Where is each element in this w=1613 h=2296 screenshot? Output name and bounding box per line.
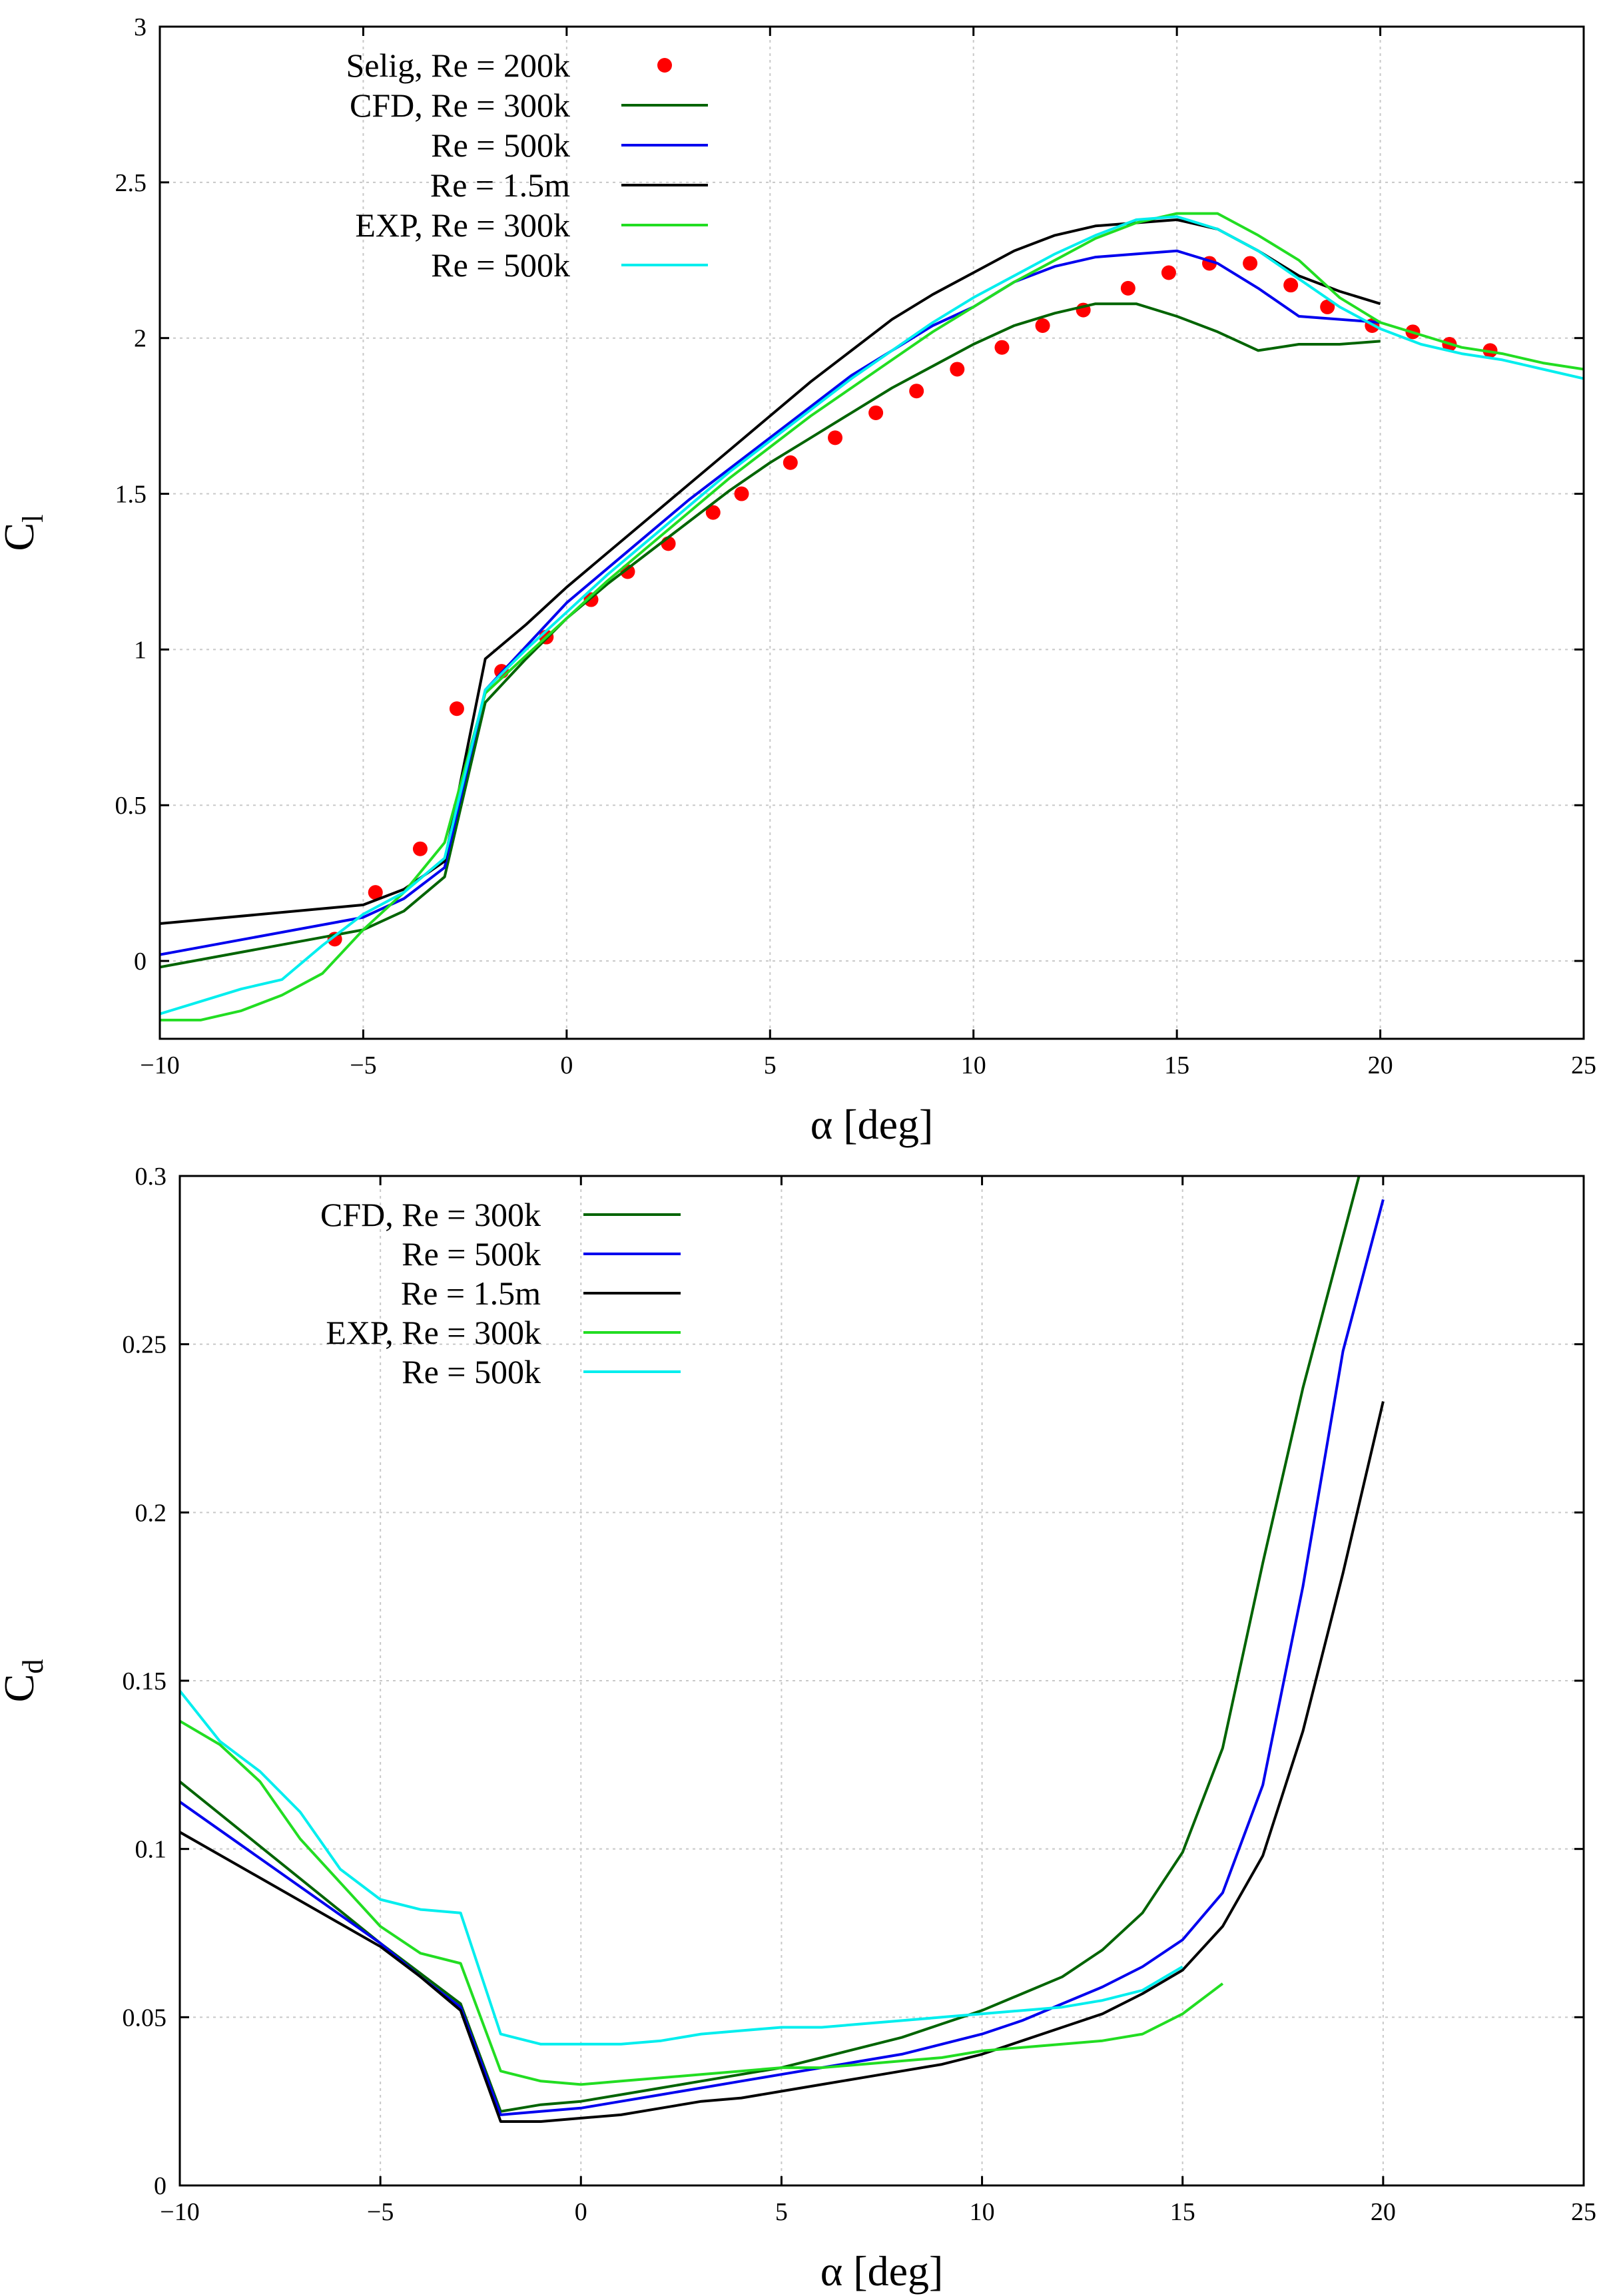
cd-series-1-re-500k-line xyxy=(180,1199,1385,2116)
cl-x-axis-label: α [deg] xyxy=(810,1101,934,1148)
cd-series-2-re-1-5m-line xyxy=(180,1401,1385,2123)
cl-ytick-label: 1 xyxy=(134,636,147,664)
cd-ytick-label: 0.25 xyxy=(123,1331,167,1359)
cd-legend-label: CFD, Re = 300k xyxy=(320,1196,541,1233)
cd-series-0-cfd-re-300k-line xyxy=(180,1176,1361,2113)
cd-xtick-label: 20 xyxy=(1371,2198,1396,2226)
cl-plot-frame xyxy=(159,25,1585,1040)
cl-selig-point xyxy=(1035,318,1050,333)
cd-tick-labels: −10 −5 0 5 10 15 20 25 0 0.05 0.1 0.15 0.2 0.25 0.3 xyxy=(123,1163,1597,2226)
cl-xtick-label: 10 xyxy=(961,1051,986,1079)
cl-selig-point xyxy=(368,885,383,900)
cd-legend-label: Re = 1.5m xyxy=(401,1275,541,1312)
cd-x-axis-label: α [deg] xyxy=(820,2247,944,2295)
cl-series-1-cfd-re-300k-line xyxy=(160,302,1381,969)
cl-legend-marker xyxy=(657,58,672,73)
cd-xtick-label: 0 xyxy=(575,2198,587,2226)
cd-series-4-re-500k-line xyxy=(180,1689,1183,2046)
cl-selig-point xyxy=(1320,299,1335,314)
cl-ytick-label: 0 xyxy=(134,948,147,976)
cl-xtick-label: −5 xyxy=(350,1051,376,1079)
cl-tick-marks xyxy=(159,25,1585,1039)
cl-selig-point xyxy=(783,455,798,470)
cd-y-axis-label: Cd xyxy=(0,1659,49,1703)
cl-xtick-label: 20 xyxy=(1368,1051,1393,1079)
cl-selig-point xyxy=(868,405,884,420)
cd-legend-label: EXP, Re = 300k xyxy=(326,1314,541,1351)
cd-xtick-label: 5 xyxy=(775,2198,788,2226)
cd-xtick-label: 10 xyxy=(970,2198,995,2226)
cl-ytick-label: 2 xyxy=(134,325,147,353)
cd-chart: −10 −5 0 5 10 15 20 25 0 0.05 0.1 0.15 0.2 0.25 0.3 Cd… xyxy=(0,1163,1596,2295)
cl-selig-point xyxy=(412,841,428,856)
cl-selig-point xyxy=(705,505,721,520)
cl-selig-point xyxy=(994,340,1010,355)
cl-legend-label: CFD, Re = 300k xyxy=(350,87,570,124)
cd-series-group xyxy=(180,1176,1385,2123)
cl-series-4-exp-re-300k-line xyxy=(160,212,1584,1021)
cl-legend-label: Re = 500k xyxy=(431,127,570,164)
cl-selig-point xyxy=(1283,278,1299,293)
cl-xtick-label: 0 xyxy=(560,1051,573,1079)
cd-tick-marks xyxy=(178,1175,1585,2187)
cl-ytick-label: 2.5 xyxy=(115,169,147,197)
cl-selig-point xyxy=(828,430,843,445)
cl-ytick-label: 0.5 xyxy=(115,792,147,820)
cl-xtick-label: 5 xyxy=(764,1051,777,1079)
cl-selig-point xyxy=(909,384,924,399)
cl-selig-point xyxy=(1161,265,1176,280)
cl-legend-label: Selig, Re = 200k xyxy=(346,47,570,84)
cd-ytick-label: 0.3 xyxy=(135,1163,167,1191)
cl-gridlines xyxy=(160,27,1584,1039)
cl-y-axis-label: Cl xyxy=(0,515,49,551)
cd-legend-label: Re = 500k xyxy=(402,1353,541,1390)
cd-series-3-exp-re-300k-line xyxy=(180,1719,1224,2086)
cl-xtick-label: 25 xyxy=(1571,1051,1596,1079)
cl-selig-point xyxy=(950,362,965,377)
cd-gridlines xyxy=(180,1176,1584,2185)
cl-legend-label: Re = 1.5m xyxy=(430,166,570,204)
cd-ytick-label: 0.05 xyxy=(123,2004,167,2032)
cl-selig-point xyxy=(1120,280,1135,296)
cl-legend-label: Re = 500k xyxy=(431,246,570,284)
cd-xtick-label: −10 xyxy=(160,2198,199,2226)
cl-xtick-label: 15 xyxy=(1164,1051,1189,1079)
cl-legend-label: EXP, Re = 300k xyxy=(355,206,570,244)
cd-ytick-label: 0.15 xyxy=(123,1667,167,1695)
cd-xtick-label: −5 xyxy=(367,2198,394,2226)
cl-ytick-label: 3 xyxy=(134,13,147,41)
cl-ytick-label: 1.5 xyxy=(115,481,147,509)
cl-selig-point xyxy=(1243,256,1258,271)
cd-ytick-label: 0.2 xyxy=(135,1499,167,1527)
cd-xtick-label: 25 xyxy=(1571,2198,1596,2226)
cl-series-5-re-500k-line xyxy=(160,215,1584,1015)
cd-legend-label: Re = 500k xyxy=(402,1235,541,1273)
cl-xtick-label: −10 xyxy=(140,1051,179,1079)
cd-ytick-label: 0 xyxy=(154,2172,166,2200)
cl-tick-labels: −10 −5 0 5 10 15 20 25 0 0.5 1 1.5 2 2.5 3 xyxy=(115,13,1597,1079)
cd-xtick-label: 15 xyxy=(1170,2198,1195,2226)
cl-series-group xyxy=(160,212,1584,1021)
cd-ytick-label: 0.1 xyxy=(135,1836,167,1864)
cl-selig-point xyxy=(449,701,464,717)
cl-selig-point xyxy=(734,486,749,501)
